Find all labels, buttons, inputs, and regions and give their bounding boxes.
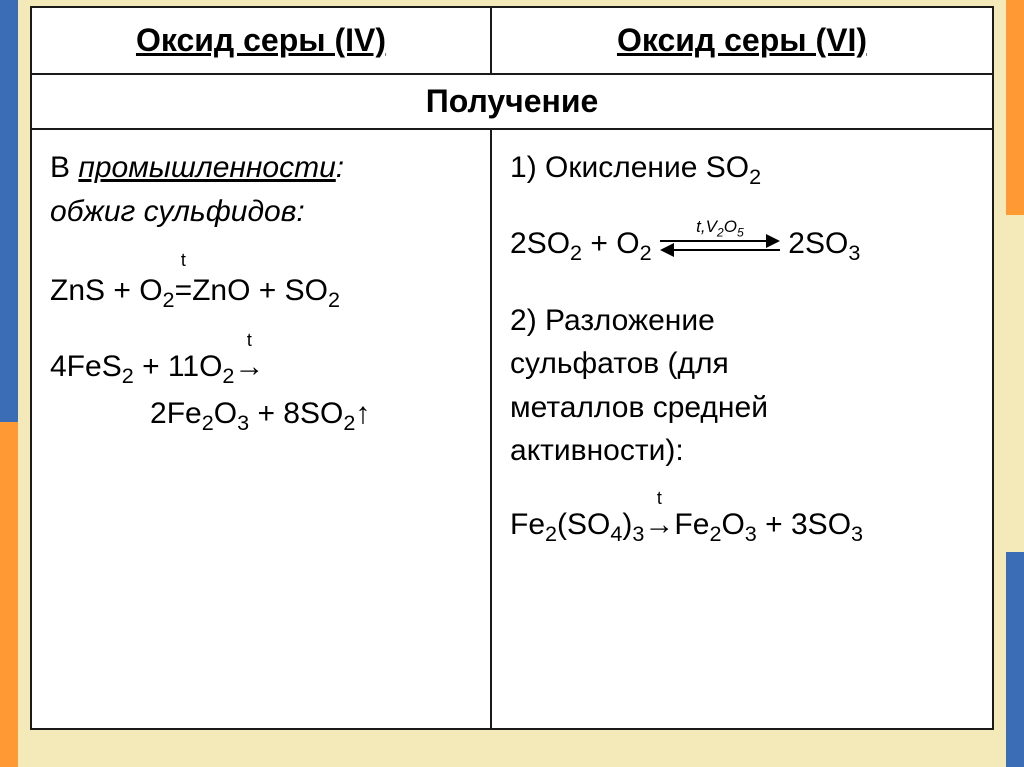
item-2-line: металлов средней bbox=[510, 386, 974, 430]
table-row: В промышленности: обжиг сульфидов: ZnS +… bbox=[31, 129, 993, 729]
catalyst-label: t,V2O5 bbox=[660, 215, 780, 242]
equation-r2: Fe2(SO4)3t → Fe2O3 + 3SO3 bbox=[510, 503, 974, 549]
item-2-line: 2) Разложение bbox=[510, 299, 974, 343]
eq-part: 2SO bbox=[788, 227, 848, 260]
eq-sub: 3 bbox=[237, 410, 249, 435]
cell-right-body: 1) Окисление SO2 2SO2 + O2 t,V2O5 2SO3 2… bbox=[491, 129, 993, 729]
eq-sub: 2 bbox=[343, 410, 355, 435]
intro-line: В промышленности: bbox=[50, 146, 472, 190]
eq-sub: 3 bbox=[745, 521, 757, 546]
eq-sub: 3 bbox=[848, 240, 860, 265]
eq-sub: 2 bbox=[163, 287, 175, 312]
reversible-arrow: t,V2O5 bbox=[660, 231, 780, 259]
eq-part: O bbox=[214, 397, 237, 430]
eq-sub: 3 bbox=[851, 521, 863, 546]
cat-t: t bbox=[696, 217, 701, 236]
arrow-text: → bbox=[234, 350, 264, 383]
indent bbox=[50, 397, 150, 430]
col-header-left: Оксид серы (IV) bbox=[31, 7, 491, 74]
item-2-line: сульфатов (для bbox=[510, 342, 974, 386]
condition-superscript: t bbox=[181, 247, 186, 273]
equation-2-line2: 2Fe2O3 + 8SO2↑ bbox=[50, 392, 472, 438]
spacer bbox=[50, 315, 472, 345]
cell-left-body: В промышленности: обжиг сульфидов: ZnS +… bbox=[31, 129, 491, 729]
eq-sub: 2 bbox=[640, 240, 652, 265]
gas-arrow: ↑ bbox=[355, 397, 370, 430]
eq-part: + 11O bbox=[134, 350, 223, 383]
eq-operator: t = bbox=[175, 269, 193, 313]
oxides-comparison-table: Оксид серы (IV) Оксид серы (VI) Получени… bbox=[30, 6, 994, 730]
eq-part: Fe bbox=[510, 508, 545, 541]
intro-colon: : bbox=[336, 151, 344, 184]
eq-arrow: t → bbox=[644, 503, 674, 547]
eq-sub: 2 bbox=[122, 363, 134, 388]
right-decor-strip bbox=[1006, 0, 1024, 767]
spacer bbox=[50, 233, 472, 269]
item-1-title: 1) Окисление SO2 bbox=[510, 146, 974, 192]
col-header-right: Оксид серы (VI) bbox=[491, 7, 993, 74]
eq-part: Fe bbox=[674, 508, 709, 541]
eq-sub: 2 bbox=[709, 521, 721, 546]
eq-part: (SO bbox=[557, 508, 610, 541]
eq-sub: 2 bbox=[545, 521, 557, 546]
eq-sub: 2 bbox=[202, 410, 214, 435]
cat-sub: 2 bbox=[717, 226, 724, 240]
eq-arrow: t → bbox=[234, 345, 264, 389]
intro-underlined: промышленности bbox=[78, 151, 335, 184]
intro-line2: обжиг сульфидов: bbox=[50, 190, 472, 234]
spacer bbox=[510, 473, 974, 503]
left-decor-strip bbox=[0, 0, 18, 767]
eq-part: ZnO + SO bbox=[192, 274, 328, 307]
eq-sub: 2 bbox=[222, 363, 234, 388]
equation-2: 4FeS2 + 11O2t → bbox=[50, 345, 472, 391]
eq-part: O bbox=[721, 508, 744, 541]
cat-v: V bbox=[706, 217, 717, 236]
arrow-head bbox=[766, 234, 780, 248]
equation-r1: 2SO2 + O2 t,V2O5 2SO3 bbox=[510, 222, 974, 268]
equation-1: ZnS + O2t = ZnO + SO2 bbox=[50, 269, 472, 315]
eq-part: ) bbox=[622, 508, 632, 541]
item-2-line: активности): bbox=[510, 429, 974, 473]
condition-superscript: t bbox=[247, 327, 252, 353]
table-row: Оксид серы (IV) Оксид серы (VI) bbox=[31, 7, 993, 74]
arrow-text: → bbox=[644, 508, 674, 541]
subheader: Получение bbox=[31, 74, 993, 129]
spacer bbox=[510, 269, 974, 299]
eq-op-text: = bbox=[175, 274, 193, 307]
eq-sub: 3 bbox=[632, 521, 644, 546]
eq-sub: 2 bbox=[570, 240, 582, 265]
eq-part: 2SO bbox=[510, 227, 570, 260]
cat-o: O bbox=[724, 217, 737, 236]
eq-sub: 2 bbox=[749, 164, 761, 189]
condition-superscript: t bbox=[657, 485, 662, 511]
arrow-line bbox=[668, 249, 780, 251]
arrow-head bbox=[660, 243, 674, 257]
cat-sub: 5 bbox=[737, 226, 744, 240]
arrow-line bbox=[660, 240, 772, 242]
intro-prefix: В bbox=[50, 151, 78, 184]
eq-part: ZnS + O bbox=[50, 274, 163, 307]
eq-sub: 2 bbox=[328, 287, 340, 312]
eq-part: + 8SO bbox=[249, 397, 343, 430]
table-row: Получение bbox=[31, 74, 993, 129]
eq-part: + 3SO bbox=[757, 508, 851, 541]
eq-part: 4FeS bbox=[50, 350, 122, 383]
eq-sub: 4 bbox=[610, 521, 622, 546]
item-label: 1) Окисление SO bbox=[510, 151, 749, 184]
eq-part: + O bbox=[582, 227, 640, 260]
eq-part: 2Fe bbox=[150, 397, 202, 430]
